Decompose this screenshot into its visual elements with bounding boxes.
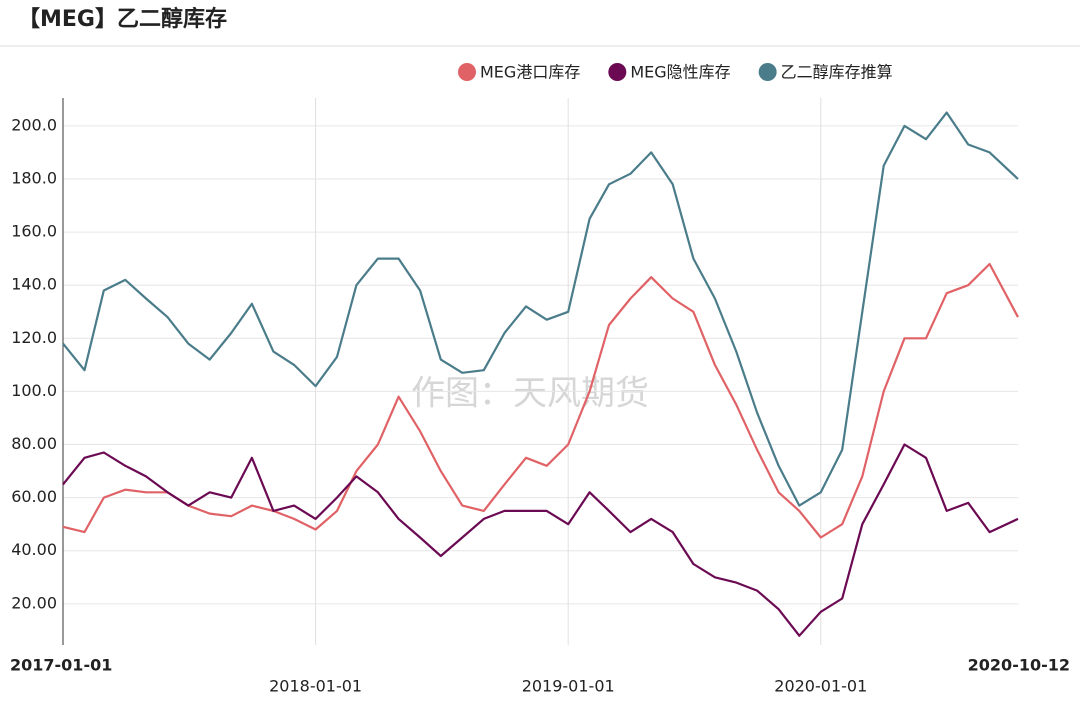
x-tick-label: 2019-01-01	[522, 677, 615, 696]
legend-swatch	[458, 63, 476, 81]
y-tick-label: 100.0	[11, 381, 57, 400]
legend-swatch	[608, 63, 627, 81]
y-tick-label: 80.00	[11, 434, 57, 453]
y-tick-label: 180.0	[11, 168, 57, 187]
x-tick-label: 2017-01-01	[10, 656, 112, 675]
chart-title: 【MEG】乙二醇库存	[18, 6, 227, 32]
legend-swatch	[758, 63, 777, 81]
legend-label: 乙二醇库存推算	[781, 63, 893, 82]
y-tick-label: 40.00	[11, 540, 57, 559]
x-tick-label: 2018-01-01	[269, 677, 362, 696]
x-tick-label: 2020-10-12	[968, 656, 1070, 675]
series-line	[62, 111, 1019, 507]
legend-label: MEG港口库存	[480, 63, 580, 82]
y-tick-label: 200.0	[11, 115, 57, 134]
series-line	[62, 443, 1019, 637]
legend-label: MEG隐性库存	[630, 63, 730, 82]
y-tick-label: 60.00	[11, 487, 57, 506]
y-tick-label: 160.0	[11, 222, 57, 241]
y-tick-label: 20.00	[11, 593, 57, 612]
y-tick-label: 120.0	[11, 328, 57, 347]
y-tick-label: 140.0	[11, 275, 57, 294]
watermark: 作图：天风期货	[411, 374, 649, 414]
series-line	[62, 262, 1019, 539]
x-tick-label: 2020-01-01	[774, 677, 867, 696]
legend: MEG港口库存 MEG隐性库存 乙二醇库存推算	[458, 63, 893, 82]
